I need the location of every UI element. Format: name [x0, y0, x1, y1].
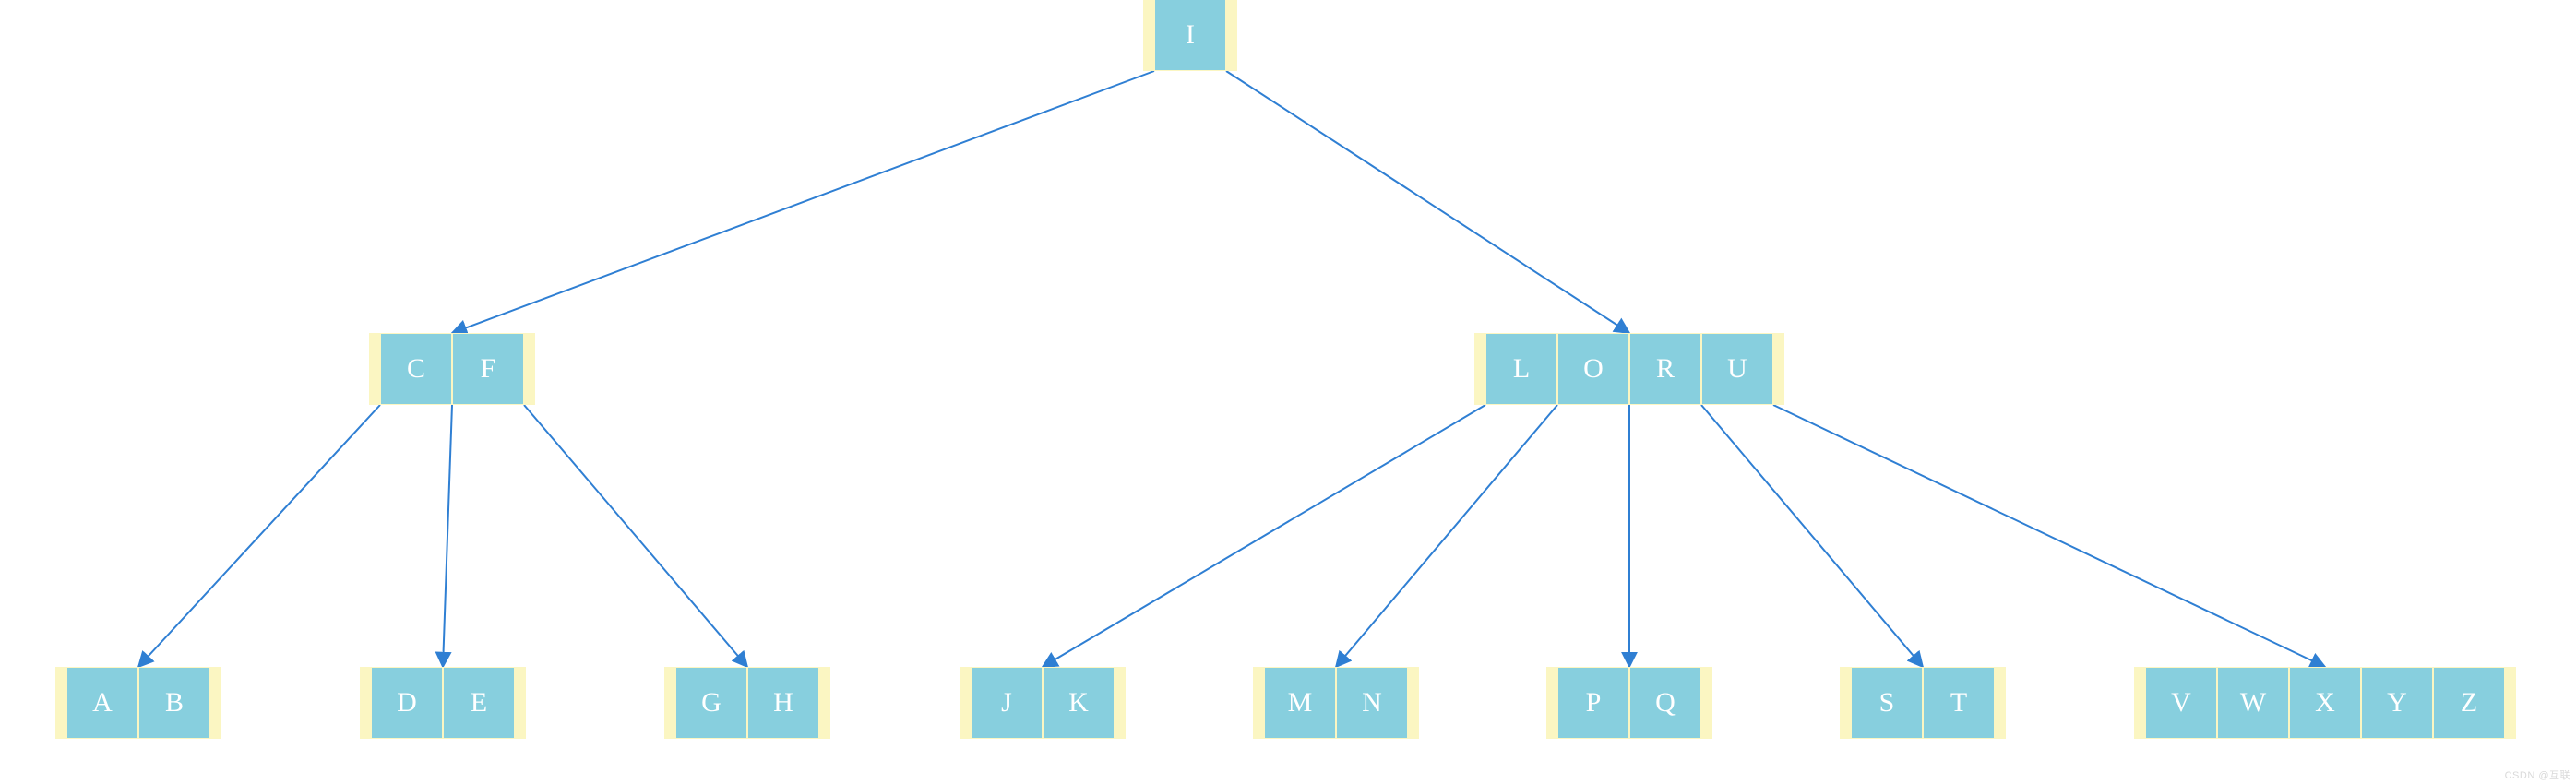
btree-key: F — [452, 333, 524, 405]
btree-key: V — [2145, 667, 2217, 739]
btree-key: N — [1336, 667, 1408, 739]
btree-node: VWXYZ — [2134, 667, 2516, 739]
btree-key: D — [371, 667, 443, 739]
btree-node: LORU — [1474, 333, 1784, 405]
btree-edge — [452, 71, 1154, 333]
btree-key: C — [380, 333, 452, 405]
btree-edge — [1773, 405, 2325, 667]
btree-edge — [1336, 405, 1557, 667]
btree-diagram: CSDN @互联 ICFLORUABDEGHJKMNPQSTVWXYZ — [0, 0, 2576, 784]
btree-edge — [138, 405, 380, 667]
btree-edge — [443, 405, 452, 667]
btree-node: CF — [369, 333, 535, 405]
btree-key: S — [1851, 667, 1923, 739]
btree-key: Y — [2361, 667, 2433, 739]
btree-key: L — [1485, 333, 1557, 405]
btree-key: Q — [1629, 667, 1701, 739]
btree-key: H — [747, 667, 819, 739]
btree-key: E — [443, 667, 515, 739]
watermark-text: CSDN @互联 — [2505, 767, 2570, 782]
btree-node: MN — [1253, 667, 1419, 739]
btree-key: R — [1629, 333, 1701, 405]
btree-edge — [524, 405, 747, 667]
btree-key: T — [1923, 667, 1995, 739]
btree-key: P — [1557, 667, 1629, 739]
btree-key: A — [66, 667, 138, 739]
btree-key: W — [2217, 667, 2289, 739]
btree-key: B — [138, 667, 210, 739]
btree-node: ST — [1840, 667, 2006, 739]
btree-key: U — [1701, 333, 1773, 405]
btree-key: I — [1154, 0, 1226, 71]
btree-key: J — [971, 667, 1043, 739]
btree-node: AB — [55, 667, 221, 739]
btree-edge — [1043, 405, 1485, 667]
btree-key: K — [1043, 667, 1115, 739]
btree-key: M — [1264, 667, 1336, 739]
btree-node: JK — [960, 667, 1126, 739]
btree-edge — [1226, 71, 1629, 333]
btree-key: Z — [2433, 667, 2505, 739]
btree-node: GH — [664, 667, 830, 739]
btree-key: O — [1557, 333, 1629, 405]
btree-node: I — [1143, 0, 1237, 71]
btree-edge — [1701, 405, 1923, 667]
btree-key: G — [675, 667, 747, 739]
btree-key: X — [2289, 667, 2361, 739]
btree-node: DE — [360, 667, 526, 739]
btree-node: PQ — [1546, 667, 1712, 739]
